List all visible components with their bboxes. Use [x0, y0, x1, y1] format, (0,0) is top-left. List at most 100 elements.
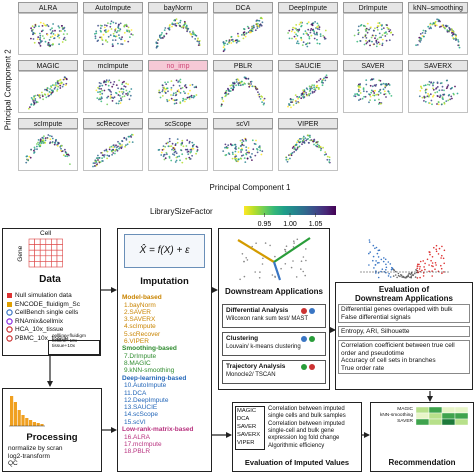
- gene-dot: [388, 272, 390, 275]
- analysis-icon: [301, 364, 315, 370]
- cell-dot: [364, 28, 367, 31]
- cell-dot: [52, 43, 54, 46]
- cell-dot: [125, 93, 127, 95]
- icon: [7, 293, 12, 298]
- gene-dot: [443, 262, 445, 265]
- cell-dot: [326, 158, 329, 161]
- cell-dot: [37, 143, 40, 146]
- cell-dot: [51, 35, 54, 38]
- cell-dot: [378, 90, 380, 93]
- cell-dot: [62, 154, 65, 157]
- cell-dot: [354, 93, 356, 95]
- cell-dot: [128, 98, 131, 101]
- gene-dot: [397, 272, 400, 275]
- cell-dot: [365, 79, 368, 81]
- matrix-cell: [45, 244, 52, 251]
- analysis-name: Trajectory Analysis: [226, 363, 286, 370]
- cell-dot: [123, 80, 125, 83]
- panel-title: no_imp: [148, 60, 208, 71]
- cell-dot: [164, 157, 167, 160]
- cell-dot: [423, 95, 426, 98]
- cell-dot: [60, 149, 62, 152]
- gene-dot: [377, 272, 380, 274]
- hist-bar: [40, 424, 44, 426]
- icon: [301, 308, 307, 314]
- cell-dot: [301, 92, 304, 95]
- cell-dot: [454, 85, 456, 88]
- cell-dot: [28, 107, 30, 110]
- cell-dot: [324, 29, 327, 32]
- cell-dot: [323, 36, 326, 39]
- cell-dot: [451, 32, 453, 34]
- cell-dot: [368, 40, 371, 42]
- cell-dot: [431, 23, 434, 26]
- cell-dot: [63, 36, 66, 39]
- cell-dot: [118, 34, 120, 36]
- cell-dot: [307, 21, 310, 24]
- cell-dot: [457, 44, 460, 47]
- cell-dot: [61, 85, 64, 88]
- cell-dot: [175, 99, 178, 102]
- cell-dot: [292, 98, 294, 101]
- cell-dot: [106, 103, 109, 106]
- cell-dot: [253, 85, 255, 88]
- gene-dot: [438, 247, 441, 250]
- gene-dot: [381, 268, 384, 270]
- cell-dot: [103, 80, 106, 83]
- gene-dot: [397, 274, 400, 277]
- cell-dot: [365, 39, 367, 42]
- cell-dot: [311, 84, 314, 87]
- cell-dot: [385, 96, 387, 98]
- cell-dot: [257, 91, 259, 93]
- cell-dot: [172, 99, 175, 101]
- cell-dot: [56, 88, 59, 91]
- panel-frame: [148, 71, 208, 113]
- cell-dot: [179, 78, 182, 81]
- panel-title: scScope: [148, 118, 208, 129]
- cell-dot: [39, 140, 42, 142]
- cell-dot: [241, 80, 243, 83]
- cell-dot: [287, 158, 289, 161]
- cell-dot: [155, 41, 158, 44]
- cell-dot: [377, 103, 380, 105]
- cell-dot: [96, 97, 99, 99]
- cell-dot: [106, 41, 109, 43]
- cell-dot: [418, 36, 421, 39]
- scatter-panel: [18, 13, 78, 55]
- cell-dot: [174, 94, 177, 97]
- cell-dot: [60, 145, 63, 147]
- cell-dot: [306, 22, 309, 25]
- cell-dot: [227, 152, 230, 154]
- cell-dot: [190, 96, 193, 99]
- criterion: False differential signals: [341, 314, 411, 321]
- cell-dot: [304, 137, 307, 139]
- gene-dot: [435, 248, 437, 251]
- cell-dot: [293, 148, 296, 151]
- gene-dot: [410, 271, 413, 274]
- colorbar-bar: [244, 206, 336, 215]
- cell-dot: [61, 41, 64, 43]
- dataset-icon: [6, 326, 13, 333]
- cell-dot: [59, 146, 62, 148]
- cell-dot: [49, 88, 51, 90]
- cell-dot: [313, 88, 316, 91]
- cell-dot: [243, 275, 246, 278]
- cell-dot: [328, 159, 331, 161]
- cell-dot: [310, 34, 313, 37]
- cell-dot: [255, 139, 257, 142]
- heatmap-cell: [454, 406, 469, 414]
- heatmap-cell: [415, 412, 430, 420]
- cell-dot: [313, 84, 315, 87]
- panel-frame: [18, 13, 78, 55]
- cell-dot: [159, 96, 162, 99]
- hist-bar: [29, 420, 33, 426]
- cell-dot: [99, 161, 102, 163]
- eval-method: MAGIC: [237, 408, 257, 414]
- cell-dot: [161, 84, 164, 87]
- cell-dot: [119, 22, 122, 25]
- cell-dot: [35, 100, 38, 103]
- cell-dot: [121, 91, 123, 93]
- cell-dot: [421, 32, 424, 34]
- eval-imputed-title: Evaluation of Imputed Values: [244, 458, 350, 467]
- cell-dot: [107, 84, 110, 87]
